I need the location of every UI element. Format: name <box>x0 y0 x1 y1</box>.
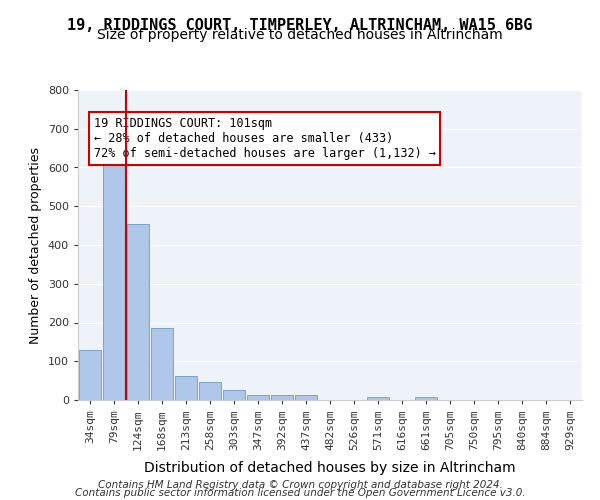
Bar <box>247 396 269 400</box>
Text: 19, RIDDINGS COURT, TIMPERLEY, ALTRINCHAM, WA15 6BG: 19, RIDDINGS COURT, TIMPERLEY, ALTRINCHA… <box>67 18 533 32</box>
Bar <box>271 395 293 400</box>
Bar <box>175 376 197 400</box>
Bar <box>295 396 317 400</box>
Bar <box>415 397 437 400</box>
Text: Contains public sector information licensed under the Open Government Licence v3: Contains public sector information licen… <box>74 488 526 498</box>
Text: Contains HM Land Registry data © Crown copyright and database right 2024.: Contains HM Land Registry data © Crown c… <box>98 480 502 490</box>
Text: 19 RIDDINGS COURT: 101sqm
← 28% of detached houses are smaller (433)
72% of semi: 19 RIDDINGS COURT: 101sqm ← 28% of detac… <box>94 117 436 160</box>
Bar <box>79 350 101 400</box>
Y-axis label: Number of detached properties: Number of detached properties <box>29 146 42 344</box>
Bar <box>151 328 173 400</box>
Bar <box>127 224 149 400</box>
X-axis label: Distribution of detached houses by size in Altrincham: Distribution of detached houses by size … <box>144 460 516 474</box>
Text: Size of property relative to detached houses in Altrincham: Size of property relative to detached ho… <box>97 28 503 42</box>
Bar <box>223 390 245 400</box>
Bar <box>367 397 389 400</box>
Bar <box>103 144 125 400</box>
Bar <box>199 382 221 400</box>
